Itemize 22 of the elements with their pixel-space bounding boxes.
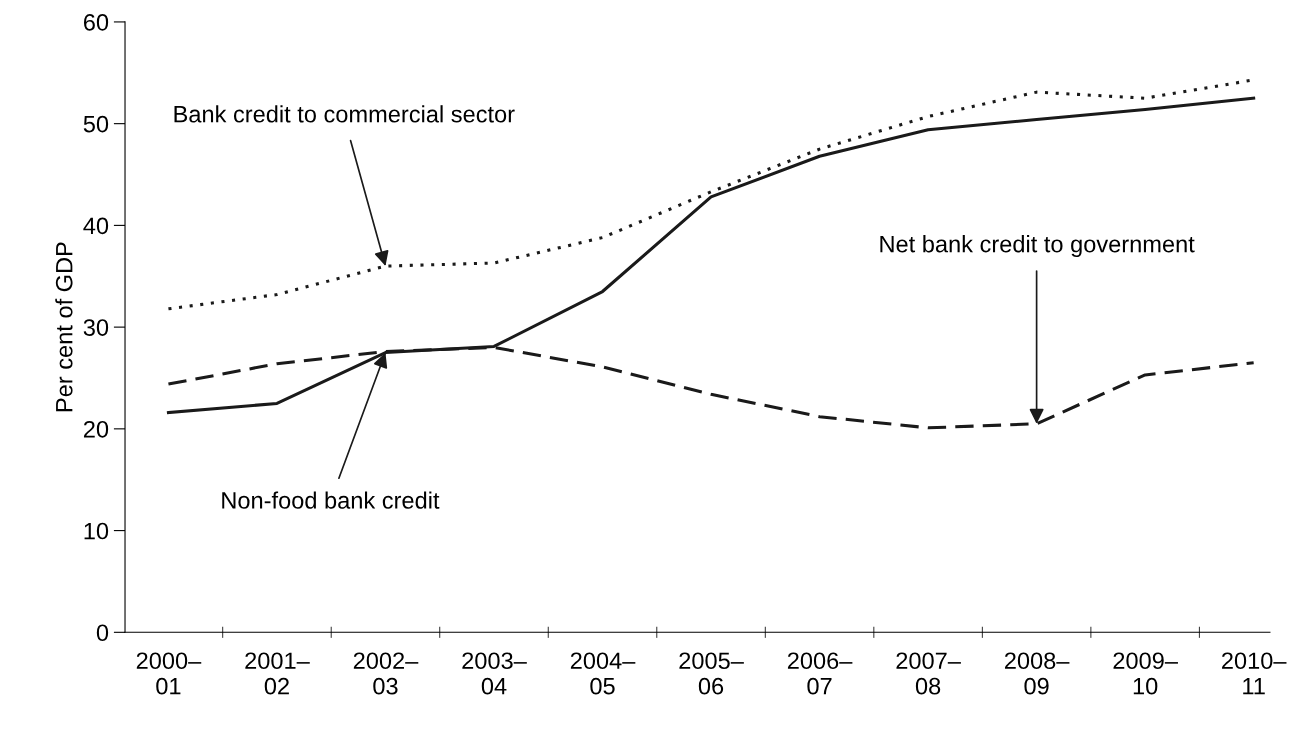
y-tick-label: 50 (83, 115, 109, 133)
x-tick-label: 2008– 09 (1004, 652, 1070, 695)
x-tick-label: 2007– 08 (896, 652, 961, 695)
x-tick-label: 2001– 02 (245, 652, 310, 695)
y-tick-label: 30 (83, 319, 109, 336)
annotation: Non-food bank credit (222, 491, 440, 509)
y-tick-label: 0 (96, 624, 109, 642)
x-tick-label: 2010– 11 (1222, 652, 1287, 695)
x-tick-label: 2005– 06 (679, 652, 744, 695)
annotation: Bank credit to commercial sector (174, 105, 515, 123)
y-tick-label: 20 (83, 420, 109, 438)
x-tick-label: 2000– 01 (136, 652, 202, 695)
annotation: Net bank credit to government (880, 235, 1195, 258)
x-tick-label: 2006– 07 (787, 652, 853, 695)
y-tick-label: 60 (83, 14, 109, 31)
y-tick-label: 40 (83, 217, 109, 235)
y-axis-title: Per cent of GDP (55, 242, 73, 412)
y-tick-label: 10 (84, 522, 109, 540)
x-tick-label: 2002– 03 (353, 652, 419, 695)
x-tick-label: 2004– 05 (570, 652, 636, 695)
x-tick-label: 2003– 04 (462, 652, 527, 695)
x-tick-label: 2009– 10 (1113, 652, 1178, 695)
